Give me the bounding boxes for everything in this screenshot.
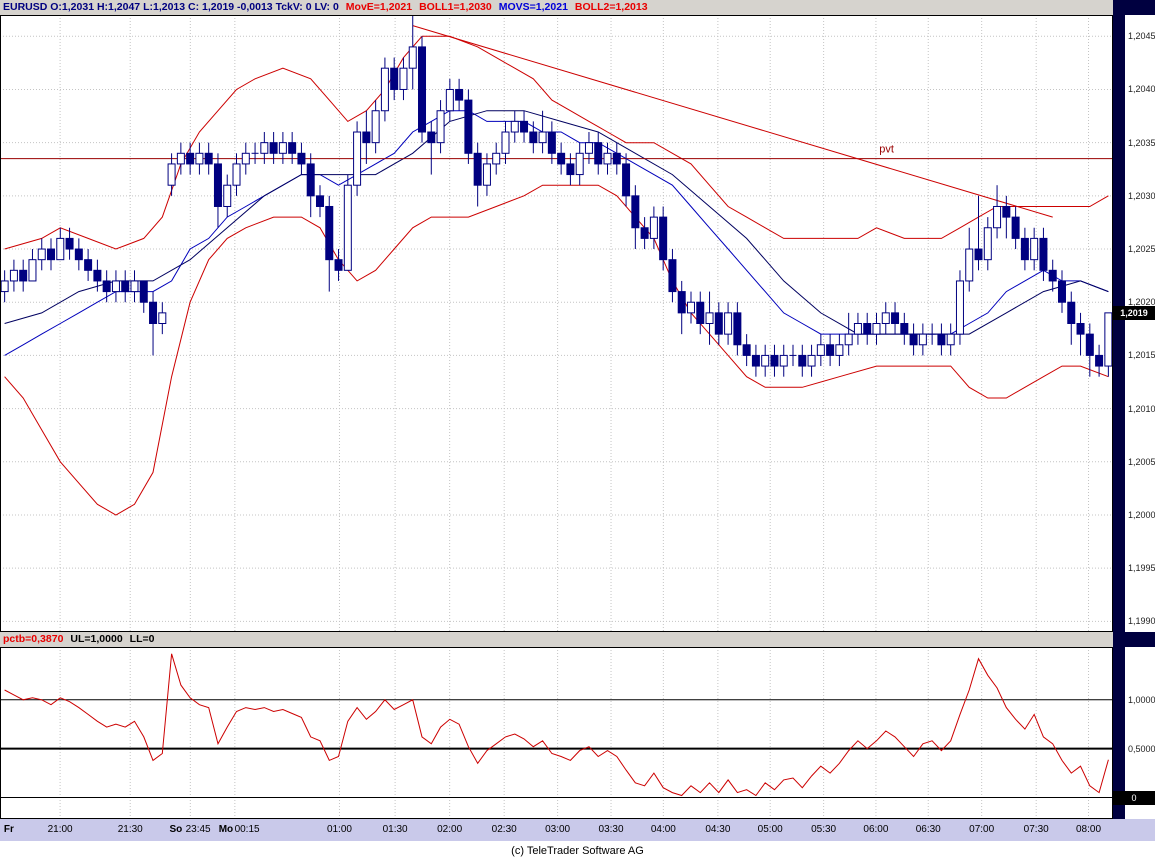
candlestick-chart[interactable]: pvt bbox=[0, 15, 1113, 632]
ll-value: LL=0 bbox=[129, 633, 155, 645]
pctb-value: pctb=0,3870 bbox=[3, 633, 64, 645]
quote-symbol-and-ohlc: EURUSD O:1,2031 H:1,2047 L:1,2013 C: 1,2… bbox=[3, 1, 339, 13]
time-axis-label: 06:30 bbox=[915, 824, 941, 835]
header-corner bbox=[1113, 0, 1155, 15]
price-axis-label: 1,2030 bbox=[1128, 190, 1155, 201]
price-axis-label: 1,2005 bbox=[1128, 456, 1155, 467]
svg-text:pvt: pvt bbox=[879, 144, 894, 156]
price-axis-label: 1,2035 bbox=[1128, 137, 1155, 148]
time-axis-label: 04:30 bbox=[705, 824, 731, 835]
indicator-zero-marker: 0 bbox=[1113, 790, 1155, 805]
price-axis-label: 1,1990 bbox=[1128, 616, 1155, 627]
time-axis-label: 05:30 bbox=[811, 824, 837, 835]
price-axis-label: 1,2040 bbox=[1128, 84, 1155, 95]
time-axis-label: 00:15 bbox=[234, 824, 260, 835]
time-axis-label: 03:30 bbox=[598, 824, 624, 835]
indicator-info-bar: pctb=0,3870 UL=1,0000 LL=0 bbox=[0, 632, 1113, 647]
time-axis-label: 01:00 bbox=[326, 824, 352, 835]
time-axis-label: 21:30 bbox=[117, 824, 143, 835]
quote-info-bar: EURUSD O:1,2031 H:1,2047 L:1,2013 C: 1,2… bbox=[0, 0, 1113, 15]
time-axis-label: 03:00 bbox=[545, 824, 571, 835]
time-axis-label: 21:00 bbox=[47, 824, 73, 835]
pctb-panel[interactable] bbox=[0, 647, 1113, 819]
price-axis-label: 1,2020 bbox=[1128, 297, 1155, 308]
indicator-axis-label: 0,5000 bbox=[1128, 743, 1155, 754]
time-axis-label: 07:00 bbox=[969, 824, 995, 835]
indicator-axis[interactable]: 1,0000 0,5000 0 bbox=[1113, 647, 1155, 819]
time-axis-label: 04:00 bbox=[650, 824, 676, 835]
time-axis-label: Mo bbox=[218, 824, 234, 835]
time-axis-label: 02:30 bbox=[491, 824, 517, 835]
pctb-chart[interactable] bbox=[0, 647, 1113, 819]
time-axis-label: 23:45 bbox=[185, 824, 211, 835]
boll1-value: BOLL1=1,2030 bbox=[419, 1, 492, 13]
price-axis-label: 1,2015 bbox=[1128, 350, 1155, 361]
time-axis-label: 02:00 bbox=[437, 824, 463, 835]
price-axis-label: 1,2025 bbox=[1128, 244, 1155, 255]
copyright-footer: (c) TeleTrader Software AG bbox=[0, 841, 1155, 862]
indicator-header-corner bbox=[1113, 632, 1155, 647]
time-axis-label: Fr bbox=[3, 824, 14, 835]
last-price-marker: 1,2019 bbox=[1113, 305, 1155, 320]
price-axis-label: 1,1995 bbox=[1128, 563, 1155, 574]
price-axis[interactable]: 1,2019 1,2045 1,2040 1,2035 1,2030 1,2025 1,2… bbox=[1113, 15, 1155, 632]
boll2-value: BOLL2=1,2013 bbox=[574, 1, 648, 13]
time-axis-label: 05:00 bbox=[757, 824, 783, 835]
price-axis-label: 1,2000 bbox=[1128, 509, 1155, 520]
time-axis-labels: Fr 21:00 21:30 So 23:45 Mo 00:15 01:00 01:30 02:0… bbox=[0, 819, 1113, 841]
movs-value: MOVS=1,2021 bbox=[498, 1, 568, 13]
time-axis-label: 01:30 bbox=[382, 824, 408, 835]
indicator-axis-label: 1,0000 bbox=[1128, 694, 1155, 705]
main-chart-panel[interactable]: pvt bbox=[0, 15, 1113, 632]
ul-value: UL=1,0000 bbox=[70, 633, 123, 645]
time-axis[interactable]: Fr 21:00 21:30 So 23:45 Mo 00:15 01:00 01:30 02:0… bbox=[0, 819, 1155, 841]
time-axis-label: 08:00 bbox=[1075, 824, 1102, 835]
time-axis-label: 07:30 bbox=[1023, 824, 1049, 835]
price-axis-label: 1,2045 bbox=[1128, 31, 1155, 42]
time-axis-label: So bbox=[169, 824, 183, 835]
move-value: MovE=1,2021 bbox=[345, 1, 413, 13]
time-axis-label: 06:00 bbox=[863, 824, 889, 835]
price-axis-label: 1,2010 bbox=[1128, 403, 1155, 414]
